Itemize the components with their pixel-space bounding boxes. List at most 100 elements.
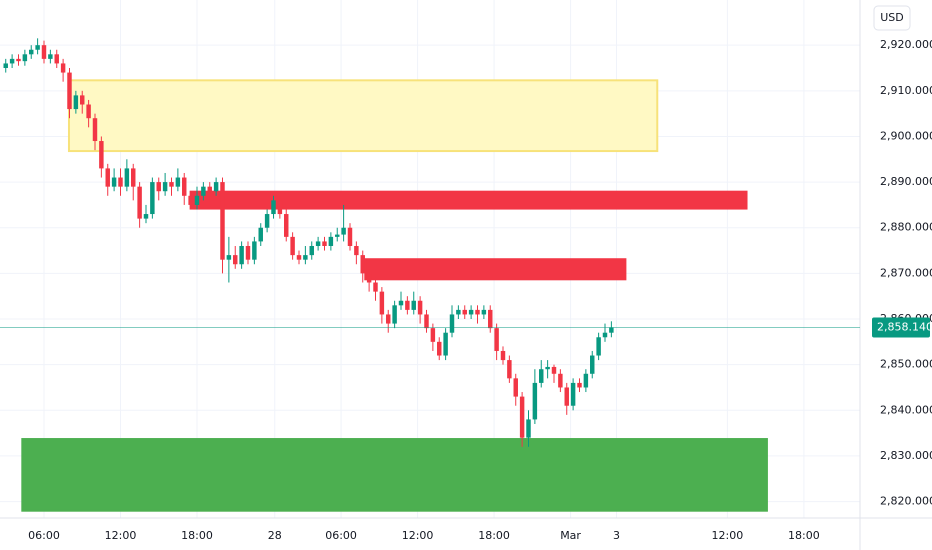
axes: 2,820.0002,830.0002,840.0002,850.0002,86… <box>0 38 932 542</box>
zone <box>21 438 768 512</box>
candle-body <box>602 332 608 338</box>
candle-body <box>564 387 569 406</box>
candle-body <box>9 58 15 64</box>
x-tick-label: 18:00 <box>788 529 820 542</box>
x-tick-label: 28 <box>268 529 282 542</box>
candle-body <box>315 241 321 246</box>
candle-body <box>143 214 149 219</box>
candle-body <box>309 245 314 256</box>
candle-body <box>532 382 538 420</box>
candle-body <box>264 214 270 228</box>
candle-body <box>245 245 251 260</box>
candle-body <box>162 182 168 192</box>
candles <box>3 38 614 447</box>
candle-body <box>590 355 595 374</box>
candle-body <box>99 141 104 169</box>
y-tick-label: 2,880.000 <box>880 221 932 234</box>
candle-body <box>583 373 589 388</box>
candle-body <box>558 373 563 388</box>
candle-body <box>29 49 34 55</box>
candle-body <box>60 63 66 73</box>
candle-body <box>328 236 334 246</box>
candle-body <box>386 314 391 324</box>
candle-body <box>201 186 206 196</box>
candle-body <box>188 195 193 205</box>
candle-body <box>239 245 244 265</box>
candle-body <box>41 45 47 59</box>
candle-body <box>303 255 308 260</box>
y-tick-label: 2,920.000 <box>880 38 932 51</box>
candle-body <box>252 241 257 260</box>
candle-body <box>322 241 327 246</box>
candle-body <box>507 360 512 379</box>
zone <box>67 79 659 153</box>
candle-body <box>284 214 289 237</box>
x-tick-label: Mar <box>560 529 581 542</box>
candle-body <box>405 300 410 310</box>
zones <box>21 79 768 512</box>
candle-body <box>379 291 385 315</box>
y-tick-label: 2,870.000 <box>880 266 932 279</box>
candle-body <box>175 177 181 187</box>
x-tick-label: 06:00 <box>325 529 357 542</box>
candle-body <box>335 234 340 237</box>
candle-body <box>105 168 110 187</box>
candle-body <box>519 396 525 438</box>
candle-body <box>411 300 416 310</box>
candle-body <box>500 350 506 361</box>
candle-body <box>449 314 455 333</box>
candle-body <box>341 227 346 235</box>
candle-body <box>92 118 98 142</box>
candle-body <box>456 309 461 315</box>
candle-body <box>3 63 8 69</box>
candle-body <box>48 54 53 59</box>
y-tick-label: 2,820.000 <box>880 495 932 508</box>
x-tick-label: 12:00 <box>105 529 137 542</box>
last-price-label: 2,858.140 <box>877 321 932 334</box>
candle-body <box>194 195 200 205</box>
candle-body <box>366 273 372 283</box>
candle-body <box>169 182 174 187</box>
candle-body <box>258 227 263 242</box>
candle-body <box>131 168 136 187</box>
candle-body <box>86 104 91 119</box>
candle-body <box>207 186 212 192</box>
candle-body <box>596 337 601 356</box>
candle-body <box>373 282 378 292</box>
x-tick-label: 18:00 <box>181 529 213 542</box>
candle-body <box>277 200 283 215</box>
candle-body <box>437 341 442 356</box>
candle-body <box>468 309 474 315</box>
x-tick-label: 12:00 <box>402 529 434 542</box>
y-tick-label: 2,900.000 <box>880 129 932 142</box>
candle-body <box>182 177 187 196</box>
candle-body <box>233 255 238 265</box>
candle-body <box>137 186 142 219</box>
candle-body <box>570 382 576 406</box>
currency-button[interactable] <box>873 5 911 31</box>
candle-body <box>417 300 423 315</box>
candle-body <box>551 366 557 374</box>
candle-body <box>488 309 493 329</box>
candle-body <box>526 419 531 438</box>
candle-body <box>430 328 436 342</box>
candle-body <box>296 255 302 260</box>
x-tick-label: 18:00 <box>478 529 510 542</box>
last-price-box <box>872 317 930 338</box>
candle-body <box>392 305 397 324</box>
candle-body <box>213 182 219 192</box>
candle-body <box>539 369 544 383</box>
candle-body <box>481 309 487 315</box>
candle-body <box>424 314 429 329</box>
y-tick-label: 2,850.000 <box>880 358 932 371</box>
currency-label[interactable]: USD <box>880 11 904 24</box>
zone <box>364 258 627 281</box>
y-tick-label: 2,910.000 <box>880 84 932 97</box>
candle-body <box>156 182 161 192</box>
candle-body <box>290 236 295 256</box>
candle-body <box>16 58 21 62</box>
y-tick-label: 2,830.000 <box>880 449 932 462</box>
candle-body <box>609 327 614 333</box>
